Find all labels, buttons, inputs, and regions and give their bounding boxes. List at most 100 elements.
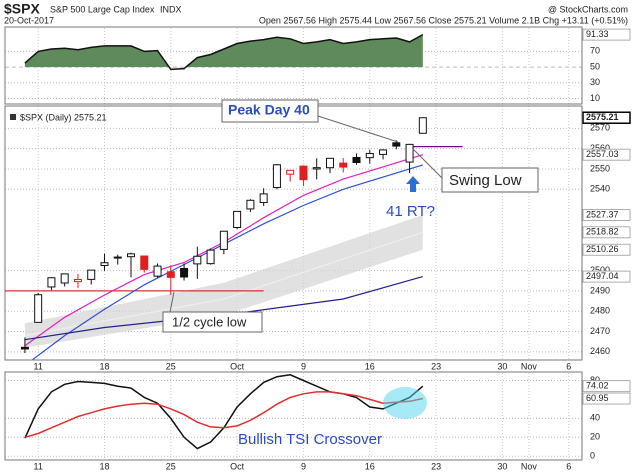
candle-body (127, 253, 136, 258)
candle-body (339, 162, 348, 168)
exchange: INDX (160, 4, 182, 14)
candle-body (379, 149, 388, 155)
y-tick-label: 30 (590, 77, 600, 87)
y-tick-label: 2540 (590, 184, 610, 194)
x-tick-label: 9 (301, 361, 306, 371)
candle-body (166, 271, 175, 278)
y-tick-label: 70 (590, 46, 600, 56)
y-tick-label: 2560 (590, 143, 610, 153)
y-tick-label: 20 (590, 432, 600, 442)
candle-body (286, 169, 295, 175)
x-tick-label: 30 (497, 361, 507, 371)
panel-frame (4, 371, 583, 461)
x-tick-label: 11 (33, 461, 42, 471)
y-tick-label: 10 (590, 93, 600, 103)
plot-area (5, 372, 582, 460)
x-tick-label: Oct (230, 461, 245, 471)
value-label: 2518.82 (586, 227, 619, 237)
plot-area (5, 106, 582, 360)
callout-box (221, 99, 319, 123)
band (24, 215, 423, 348)
annotation: Swing Low (449, 172, 522, 189)
value-label-box (582, 148, 631, 161)
value-label-box (582, 270, 631, 283)
annotation: 1/2 cycle low (172, 314, 247, 329)
y-tick-label: 2500 (590, 265, 610, 275)
annotation: Bullish TSI Crossover (238, 431, 382, 448)
legend-icon (10, 114, 16, 120)
candle-body (34, 294, 43, 323)
x-tick-label: 18 (99, 361, 109, 371)
candle-body (312, 167, 321, 170)
x-tick-label: 25 (166, 461, 176, 471)
value-label: 2510.26 (586, 244, 619, 254)
candle-body (392, 142, 401, 147)
source: @ StockCharts.com (548, 4, 628, 14)
callout-line (169, 291, 175, 313)
candle-body (206, 249, 215, 265)
value-label-box (582, 28, 631, 41)
annotations: Peak Day 40 Swing Low 41 RT? 1/2 cycle l… (162, 99, 539, 448)
y-tick-label: 40 (590, 413, 600, 423)
x-tick-label: 18 (99, 461, 109, 471)
y-tick-label: 0 (590, 451, 595, 461)
candle-body (113, 256, 122, 259)
area (24, 34, 423, 68)
x-tick-label: 16 (365, 361, 375, 371)
value-label-box (582, 111, 631, 124)
y-tick-label: 2470 (590, 326, 610, 336)
candle-body (259, 193, 268, 204)
legend: $SPX (Daily) 2575.21 (20, 112, 107, 122)
annotation: 41 RT? (386, 203, 435, 220)
value-label: 2575.21 (586, 112, 619, 122)
callout-box (441, 167, 539, 193)
quote: Open 2567.56 High 2575.44 Low 2567.56 Cl… (259, 15, 628, 25)
candle-body (272, 164, 281, 189)
candle-body (87, 269, 96, 280)
arrow (406, 176, 420, 192)
candle-body (219, 230, 228, 250)
value-label: 2527.37 (586, 209, 619, 219)
candle-body (325, 157, 334, 169)
x-tick-label: 11 (33, 361, 42, 371)
candle-body (100, 262, 109, 266)
x-tick-label: Nov (521, 461, 538, 471)
highlight (383, 387, 427, 419)
candle-body (299, 165, 308, 181)
candle-body (153, 265, 162, 277)
candle-body (140, 255, 149, 270)
candle-body (365, 152, 374, 159)
candle-body (246, 199, 255, 210)
line (24, 391, 423, 439)
value-label: 2497.04 (586, 271, 619, 281)
x-tick-label: 25 (166, 361, 176, 371)
date: 20-Oct-2017 (4, 15, 54, 25)
value-label: 91.33 (586, 29, 609, 39)
candle-body (73, 278, 82, 283)
value-label: 74.02 (586, 381, 609, 391)
symbol: $SPX (4, 1, 40, 17)
y-tick-label: 2490 (590, 285, 610, 295)
value-label-box (582, 392, 631, 405)
candle-body (60, 273, 69, 284)
candle-body (418, 117, 427, 134)
callout-line (413, 149, 443, 179)
y-tick-label: 2550 (590, 163, 610, 173)
value-label: 60.95 (586, 393, 609, 403)
value-label: 2557.03 (586, 149, 619, 159)
x-tick-label: 23 (431, 361, 441, 371)
value-label-box (582, 209, 631, 221)
candle-body (20, 346, 29, 350)
candle-body (352, 156, 361, 164)
x-tick-label: 16 (365, 461, 375, 471)
value-label-box (582, 380, 631, 393)
moving-average (31, 164, 423, 360)
y-tick-label: 80 (590, 375, 600, 385)
plot-area (5, 27, 582, 104)
value-label-box (582, 226, 631, 239)
x-tick-label: Oct (230, 361, 245, 371)
x-tick-label: 6 (566, 361, 571, 371)
value-label-box (582, 243, 631, 256)
candle-body (47, 277, 56, 288)
